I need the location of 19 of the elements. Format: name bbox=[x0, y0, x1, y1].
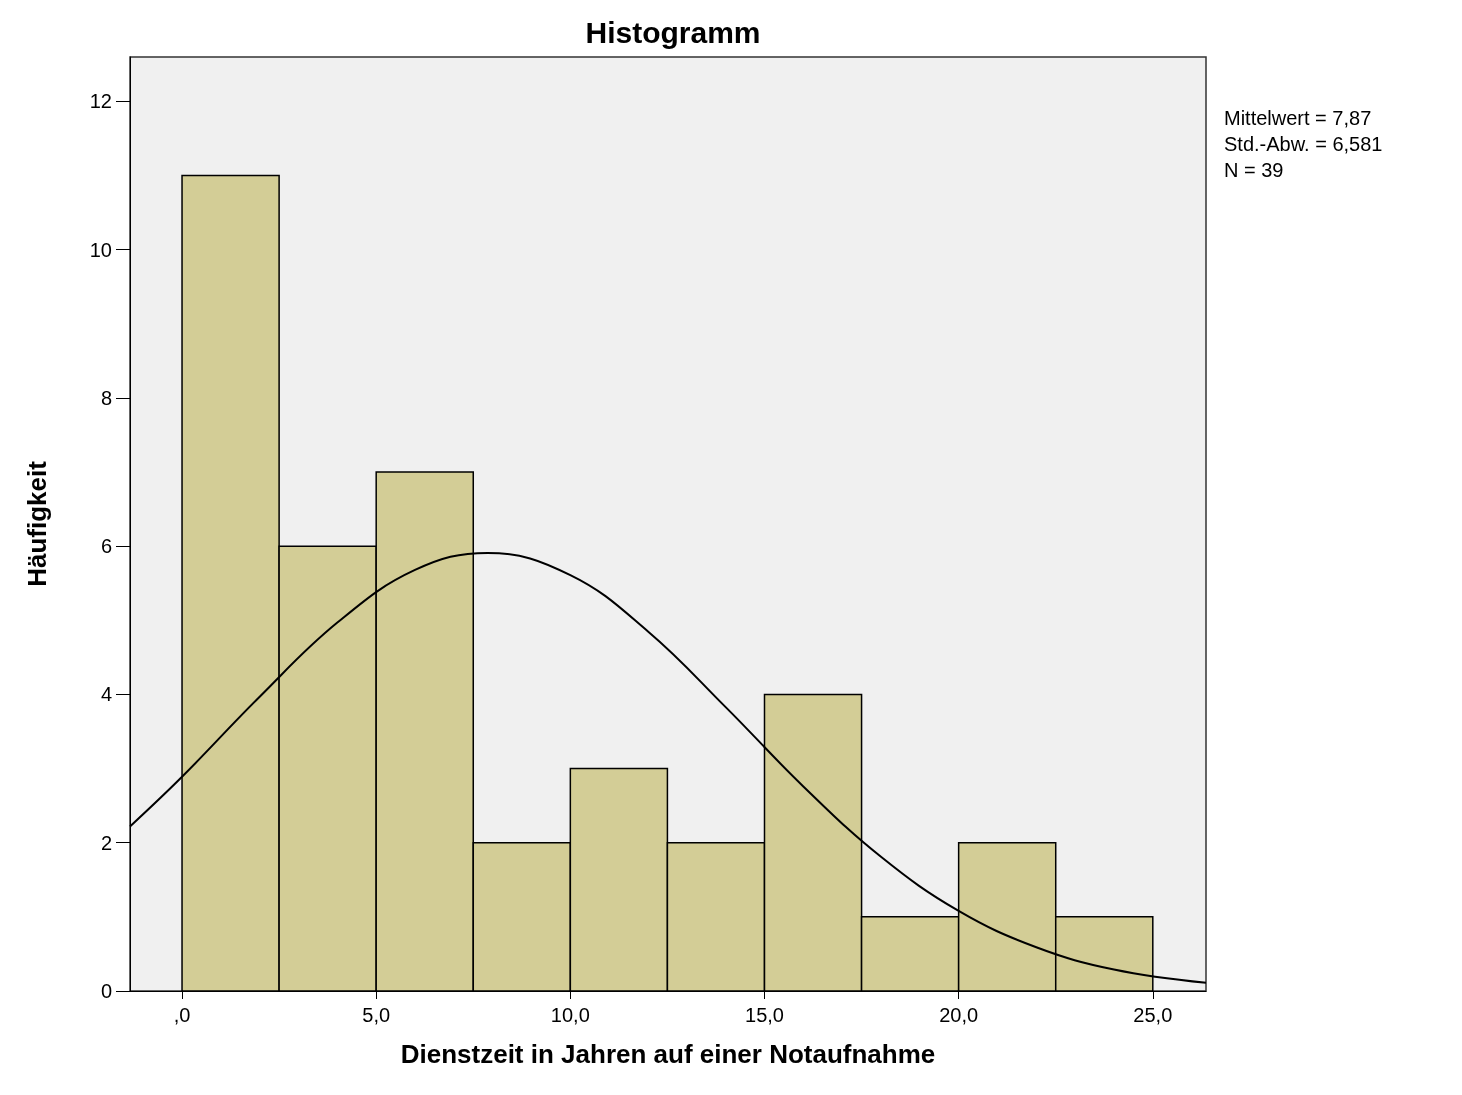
y-tick-label: 12 bbox=[89, 90, 112, 113]
chart-title: Histogramm bbox=[585, 15, 761, 49]
x-axis-title: Dienstzeit in Jahren auf einer Notaufnahme bbox=[400, 1039, 936, 1069]
y-tick-label: 0 bbox=[100, 980, 112, 1002]
y-tick-label: 4 bbox=[100, 683, 112, 706]
text: Mittelwert = 7,87 bbox=[1224, 107, 1372, 129]
x-tick-label: 20,0 bbox=[939, 1004, 979, 1026]
x-tick-label: ,0 bbox=[173, 1004, 191, 1026]
text: N = 39 bbox=[1224, 159, 1284, 181]
y-tick-label: 10 bbox=[89, 238, 112, 261]
x-tick-label: 10,0 bbox=[550, 1004, 590, 1026]
x-tick-label: 25,0 bbox=[1133, 1004, 1173, 1026]
x-tick-label: 15,0 bbox=[745, 1004, 784, 1026]
y-tick-label: 2 bbox=[100, 831, 112, 854]
text: Std.-Abw. = 6,581 bbox=[1224, 133, 1383, 155]
y-axis-title: Häufigkeit bbox=[22, 460, 52, 587]
x-tick-label: 5,0 bbox=[362, 1004, 391, 1026]
y-tick-label: 8 bbox=[100, 386, 112, 409]
y-tick-label: 6 bbox=[100, 535, 112, 558]
